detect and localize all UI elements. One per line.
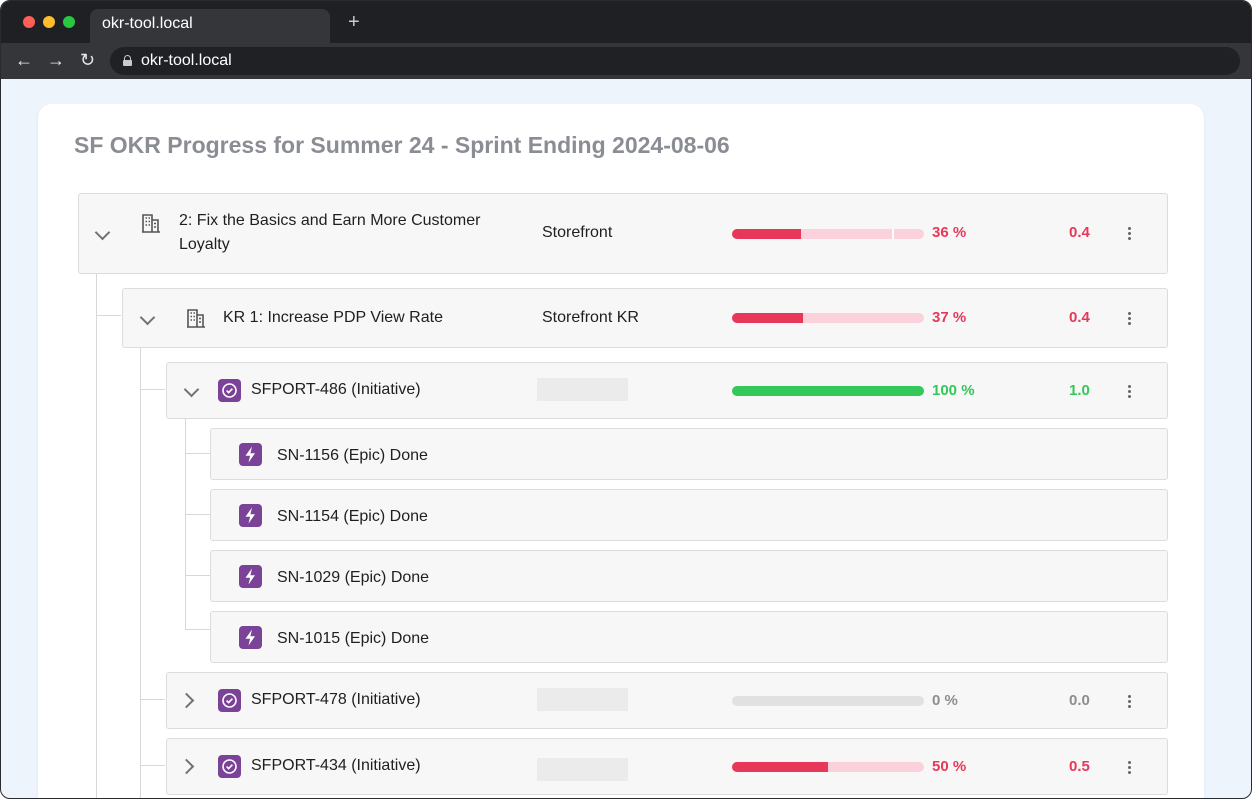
objective-row[interactable]: 2: Fix the Basics and Earn More Customer… — [78, 193, 1168, 274]
epic-row[interactable]: SN-1154 (Epic) Done — [210, 489, 1168, 541]
tree-connector — [140, 699, 165, 700]
team-placeholder — [537, 688, 628, 711]
kr-progress-bar — [732, 313, 924, 323]
epic-row[interactable]: SN-1029 (Epic) Done — [210, 550, 1168, 602]
team-placeholder — [537, 758, 628, 781]
browser-tab-title: okr-tool.local — [102, 15, 193, 32]
tree-connector — [185, 453, 210, 454]
tree-connector — [96, 315, 121, 316]
objective-score: 0.4 — [1069, 224, 1090, 241]
chevron-right-icon[interactable] — [178, 758, 195, 775]
check-circle-icon — [218, 755, 241, 778]
tree-connector — [96, 274, 97, 798]
initiative-title: SFPORT-434 (Initiative) — [251, 757, 421, 774]
forward-icon[interactable]: → — [47, 50, 65, 70]
url-input[interactable]: okr-tool.local — [110, 47, 1240, 75]
objective-team: Storefront — [542, 224, 613, 241]
epic-title: SN-1156 (Epic) Done — [277, 447, 428, 464]
kr-title: KR 1: Increase PDP View Rate — [223, 309, 443, 326]
initiative-score: 1.0 — [1069, 382, 1090, 399]
browser-tab[interactable]: okr-tool.local — [90, 9, 330, 43]
check-circle-icon — [218, 689, 241, 712]
epic-row[interactable]: SN-1015 (Epic) Done — [210, 611, 1168, 663]
kebab-menu-icon[interactable] — [1128, 695, 1132, 709]
kr-row[interactable]: KR 1: Increase PDP View Rate Storefront … — [122, 288, 1168, 348]
initiative-row[interactable]: SFPORT-478 (Initiative) 0 % 0.0 — [166, 672, 1168, 729]
lock-icon — [123, 55, 132, 66]
tree-connector — [140, 389, 165, 390]
initiative-percent: 100 % — [932, 382, 975, 399]
kebab-menu-icon[interactable] — [1128, 312, 1132, 326]
reload-icon[interactable]: ↻ — [80, 50, 96, 70]
kr-team: Storefront KR — [542, 309, 639, 326]
initiative-row[interactable]: SFPORT-434 (Initiative) 50 % 0.5 — [166, 738, 1168, 795]
initiative-progress-bar — [732, 696, 924, 706]
tree-connector — [185, 629, 210, 630]
kr-percent: 37 % — [932, 309, 967, 326]
objective-percent: 36 % — [932, 224, 967, 241]
objective-title-line1: 2: Fix the Basics and Earn More Customer — [179, 212, 481, 229]
tree-connector — [185, 419, 186, 629]
objective-title-line2: Loyalty — [179, 236, 230, 253]
epic-title: SN-1015 (Epic) Done — [277, 630, 430, 647]
new-tab-button[interactable]: + — [348, 11, 360, 33]
initiative-percent: 50 % — [932, 758, 967, 775]
chevron-down-icon[interactable] — [139, 309, 156, 326]
address-bar: ← → ↻ okr-tool.local — [1, 43, 1251, 79]
tree-connector — [185, 514, 210, 515]
url-text: okr-tool.local — [141, 52, 232, 69]
initiative-score: 0.5 — [1069, 758, 1090, 775]
initiative-title: SFPORT-478 (Initiative) — [251, 691, 421, 708]
initiative-progress-bar — [732, 386, 924, 396]
tree-connector — [140, 765, 165, 766]
initiative-score: 0.0 — [1069, 692, 1090, 709]
check-circle-icon — [218, 379, 241, 402]
chevron-down-icon[interactable] — [183, 381, 200, 398]
tab-bar: okr-tool.local + — [1, 1, 1251, 43]
tree-connector — [140, 348, 141, 798]
initiative-row[interactable]: SFPORT-486 (Initiative) 100 % 1.0 — [166, 362, 1168, 419]
close-window-button[interactable] — [23, 16, 35, 28]
chevron-down-icon[interactable] — [94, 224, 111, 241]
maximize-window-button[interactable] — [63, 16, 75, 28]
objective-progress-bar — [732, 229, 924, 239]
lightning-icon — [239, 504, 262, 527]
lightning-icon — [239, 565, 262, 588]
team-placeholder — [537, 378, 628, 401]
chevron-right-icon[interactable] — [178, 692, 195, 709]
building-icon — [141, 213, 161, 233]
kebab-menu-icon[interactable] — [1128, 227, 1132, 241]
building-icon — [186, 308, 206, 328]
back-icon[interactable]: ← — [15, 50, 33, 70]
tree-connector — [185, 575, 210, 576]
initiative-progress-bar — [732, 762, 924, 772]
epic-row[interactable]: SN-1156 (Epic) Done — [210, 428, 1168, 480]
minimize-window-button[interactable] — [43, 16, 55, 28]
epic-title: SN-1154 (Epic) Done — [277, 508, 428, 525]
page-title: SF OKR Progress for Summer 24 - Sprint E… — [74, 132, 730, 158]
kebab-menu-icon[interactable] — [1128, 761, 1132, 775]
kr-score: 0.4 — [1069, 309, 1090, 326]
lightning-icon — [239, 626, 262, 649]
initiative-percent: 0 % — [932, 692, 958, 709]
lightning-icon — [239, 443, 262, 466]
initiative-title: SFPORT-486 (Initiative) — [251, 381, 421, 398]
epic-title: SN-1029 (Epic) Done — [277, 569, 430, 586]
kebab-menu-icon[interactable] — [1128, 385, 1132, 399]
